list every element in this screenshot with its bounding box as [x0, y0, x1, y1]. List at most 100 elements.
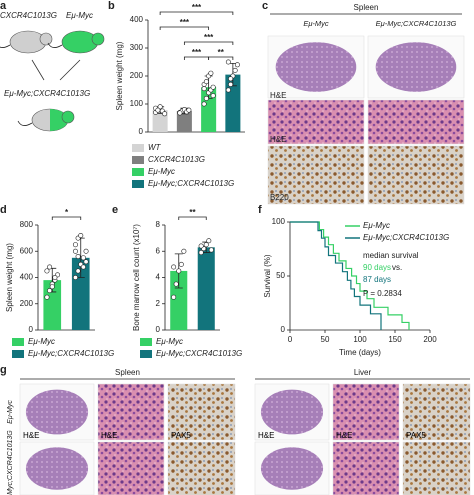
legend-label: Eμ-Myc: [28, 337, 55, 346]
data-point: [228, 81, 234, 87]
micrograph: [267, 145, 365, 205]
arrow: [31, 59, 81, 81]
significance-bracket: [159, 26, 210, 30]
data-point: [72, 242, 78, 248]
tissue-section: [260, 447, 324, 490]
y-axis-label: Spleen weight (mg): [5, 243, 14, 312]
data-point: [203, 242, 209, 248]
legend-swatch: [12, 338, 24, 346]
stain-label: H&E: [336, 431, 352, 440]
significance-bracket: [159, 11, 234, 15]
data-point: [181, 248, 187, 254]
data-point: [198, 243, 204, 249]
y-tick-label: 800: [20, 220, 34, 229]
y-tick-label: 50: [276, 271, 285, 280]
y-tick-label: 400: [20, 273, 34, 282]
y-axis-label: Survival (%): [263, 254, 272, 297]
data-point: [203, 79, 209, 85]
data-point: [44, 294, 50, 300]
data-point: [78, 233, 84, 239]
section-title: Spleen: [115, 368, 140, 377]
row-label: Eμ-Myc: [7, 400, 14, 424]
y-tick-label: 0: [139, 127, 144, 136]
column-label: Eμ-Myc;CXCR4C1013G: [376, 19, 457, 28]
stain-label: H&E: [101, 431, 117, 440]
data-point: [52, 274, 58, 280]
data-point: [155, 107, 161, 113]
legend-swatch: [132, 168, 144, 176]
panel-letter: d: [0, 204, 7, 216]
data-point: [234, 62, 240, 68]
x-tick-label: 200: [423, 335, 437, 344]
data-point: [225, 87, 231, 93]
y-axis-label: Bone marrow cell count (x10⁷): [132, 224, 141, 331]
micrograph: [402, 383, 471, 441]
mouse-tail: [0, 44, 11, 48]
mouse-head: [39, 32, 53, 46]
data-point: [225, 59, 231, 65]
legend-swatch: [132, 144, 144, 152]
micrograph: [332, 441, 400, 495]
y-tick-label: 8: [156, 220, 161, 229]
legend-swatch: [12, 350, 24, 358]
x-tick-label: 150: [388, 335, 402, 344]
row-label: H&E: [270, 91, 286, 100]
data-point: [80, 255, 86, 261]
significance-label: ***: [192, 48, 202, 57]
legend-label: Eμ-Myc;CXCR4C1013G: [363, 233, 449, 242]
bar: [43, 280, 62, 330]
data-point: [171, 264, 177, 270]
data-point: [83, 259, 89, 265]
survival-curve: [290, 221, 410, 330]
data-point: [80, 264, 86, 270]
tissue-section: [275, 42, 357, 92]
data-point: [206, 238, 212, 244]
significance-bracket: [183, 41, 234, 45]
data-point: [72, 274, 78, 280]
tissue-section: [260, 389, 324, 435]
significance-bracket: [208, 56, 234, 60]
data-point: [83, 248, 89, 254]
data-point: [49, 284, 55, 290]
x-tick-label: 0: [288, 335, 293, 344]
annotation: 90 days: [363, 263, 391, 272]
data-point: [201, 101, 207, 107]
micrograph: [167, 383, 236, 441]
legend-label: Eμ-Myc: [156, 337, 183, 346]
tissue-section: [25, 447, 89, 490]
data-point: [210, 93, 216, 99]
significance-label: **: [189, 208, 196, 217]
stain-label: PAX5: [171, 431, 191, 440]
micrograph: [97, 441, 165, 495]
images: [19, 35, 471, 495]
y-tick-label: 100: [130, 99, 144, 108]
data-point: [228, 76, 234, 82]
data-point: [44, 268, 50, 274]
data-point: [177, 110, 183, 116]
panel-letter: c: [262, 0, 268, 12]
data-point: [186, 107, 192, 113]
significance-bracket: [178, 216, 207, 220]
data-point: [198, 250, 204, 256]
legend-label: Eμ-Myc: [363, 221, 390, 230]
data-point: [47, 264, 53, 270]
data-point: [171, 294, 177, 300]
y-tick-label: 0: [156, 325, 161, 334]
micrograph: [97, 383, 165, 441]
micrograph: [367, 145, 465, 205]
legend-label: WT: [148, 143, 162, 152]
panel-letter: b: [108, 0, 115, 12]
mouse-tail: [17, 120, 33, 126]
y-tick-label: 4: [156, 273, 161, 282]
y-tick-label: 2: [156, 299, 161, 308]
y-tick-label: 0: [281, 325, 286, 334]
annotation: 87 days: [363, 275, 391, 284]
y-tick-label: 6: [156, 246, 161, 255]
mouse-head: [61, 110, 75, 124]
panel-letter: e: [112, 204, 118, 216]
stain-label: PAX5: [406, 431, 426, 440]
micrograph: [367, 99, 465, 145]
y-tick-label: 200: [20, 299, 34, 308]
y-tick-label: 400: [130, 15, 144, 24]
